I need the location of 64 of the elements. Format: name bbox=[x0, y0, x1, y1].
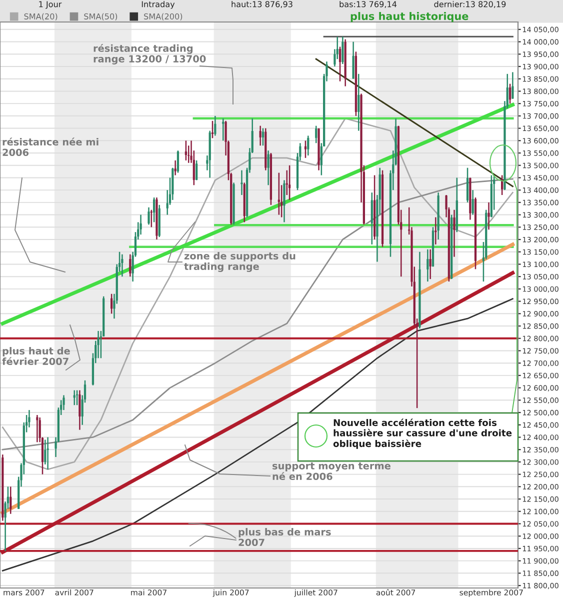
line-series bbox=[2, 298, 514, 572]
candlestick bbox=[129, 254, 132, 278]
candlestick bbox=[426, 248, 429, 282]
candlestick bbox=[358, 73, 360, 132]
candlestick bbox=[240, 170, 243, 196]
candlestick bbox=[62, 394, 65, 411]
text: bas:13 769,14 bbox=[340, 1, 397, 8]
candlestick bbox=[307, 135, 310, 156]
candlestick bbox=[472, 189, 474, 216]
candlestick bbox=[10, 486, 12, 514]
candlestick bbox=[259, 125, 262, 146]
candlestick bbox=[36, 414, 38, 443]
candlestick bbox=[211, 120, 214, 139]
candlestick bbox=[150, 209, 152, 228]
annotation: résistance trading range 13200 / 13700 bbox=[94, 44, 206, 64]
line-series bbox=[2, 118, 514, 470]
candlestick bbox=[278, 172, 280, 216]
candlestick bbox=[352, 41, 354, 80]
candlestick bbox=[110, 293, 113, 314]
candlestick bbox=[222, 118, 224, 142]
candlestick bbox=[73, 390, 76, 406]
candlestick bbox=[184, 140, 188, 162]
candlestick bbox=[283, 180, 286, 223]
candlestick bbox=[176, 150, 180, 174]
annotation: plus bas de mars 2007 bbox=[238, 528, 331, 546]
candlestick bbox=[466, 167, 469, 204]
candlestick bbox=[453, 209, 456, 258]
annotation: support moyen terme né en 2006 bbox=[272, 462, 390, 480]
annotation: zone de supports du trading range bbox=[184, 252, 296, 272]
candlestick bbox=[434, 216, 437, 246]
annotation: plus haut historique bbox=[350, 12, 468, 22]
annotation: résistance née mi 2006 bbox=[2, 138, 98, 156]
candlestick bbox=[140, 214, 142, 236]
candlestick bbox=[121, 254, 124, 278]
candlestick bbox=[214, 115, 216, 136]
candlestick bbox=[46, 436, 49, 470]
text: Intraday bbox=[142, 1, 175, 9]
candlestick bbox=[262, 128, 264, 146]
candlestick bbox=[338, 46, 342, 82]
candlestick bbox=[267, 150, 270, 186]
annotation: plus haut de février 2007 bbox=[2, 347, 70, 366]
candlestick bbox=[512, 72, 514, 100]
candlestick bbox=[288, 164, 291, 201]
text: 1 Jour bbox=[39, 1, 62, 9]
candlestick bbox=[196, 160, 198, 181]
candlestick bbox=[304, 140, 307, 159]
candlestick bbox=[370, 192, 373, 246]
candlestick bbox=[488, 202, 490, 230]
legend-label: SMA(50) bbox=[84, 13, 118, 20]
legend-label: SMA(200) bbox=[144, 13, 182, 20]
annotation: Nouvelle accélération cette fois haussière sur cassure d'une droite oblique baissière bbox=[333, 418, 512, 449]
text: dernier:13 820,19 bbox=[434, 1, 506, 8]
legend-label: SMA(20) bbox=[24, 13, 58, 20]
candlestick bbox=[78, 390, 81, 430]
text: haut:13 876,93 bbox=[232, 1, 292, 8]
candlestick bbox=[508, 83, 512, 104]
candlestick bbox=[97, 330, 100, 359]
candlestick bbox=[315, 125, 318, 144]
candlestick bbox=[148, 206, 150, 226]
candlestick bbox=[153, 196, 156, 223]
candlestick bbox=[44, 439, 46, 466]
candlestick bbox=[174, 160, 176, 176]
candlestick bbox=[342, 36, 344, 65]
candlestick bbox=[429, 248, 432, 280]
